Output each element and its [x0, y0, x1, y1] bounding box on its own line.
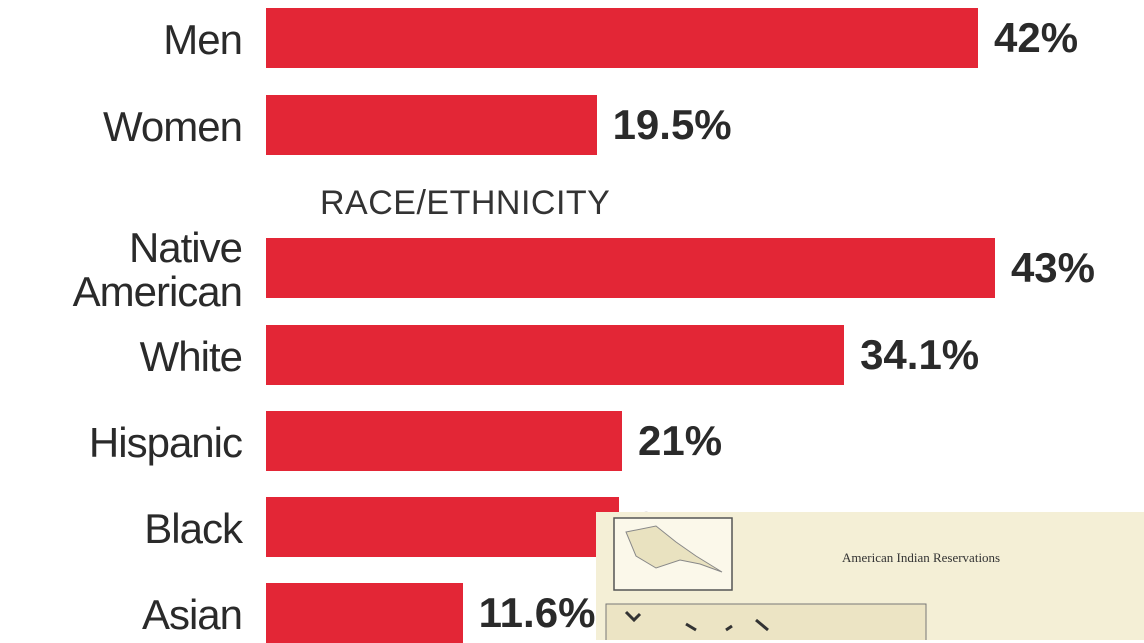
value-label: 42%	[994, 14, 1079, 61]
map-inset: American Indian Reservations	[596, 512, 1144, 640]
map-graphic	[605, 517, 927, 640]
group-label: RACE/ETHNICITY	[320, 184, 611, 222]
value-label: 19.5%	[612, 101, 732, 148]
bar	[266, 8, 978, 68]
value-label: 11.6%	[478, 589, 596, 636]
category-label: Native American	[72, 224, 243, 315]
category-label: Asian	[141, 591, 243, 638]
category-label: Women	[103, 103, 243, 150]
category-label: Men	[163, 16, 243, 63]
bar	[266, 238, 995, 298]
category-label: Hispanic	[88, 419, 243, 466]
category-label: Black	[144, 505, 243, 552]
category-label: White	[139, 333, 243, 380]
value-label: 43%	[1010, 244, 1095, 291]
bar	[266, 411, 622, 471]
bar	[266, 583, 463, 643]
inset-title: American Indian Reservations	[842, 550, 1001, 565]
value-label: 21%	[638, 417, 723, 464]
value-label: 34.1%	[860, 331, 980, 378]
bar	[266, 325, 845, 385]
bar	[266, 95, 597, 155]
bar	[266, 497, 619, 557]
